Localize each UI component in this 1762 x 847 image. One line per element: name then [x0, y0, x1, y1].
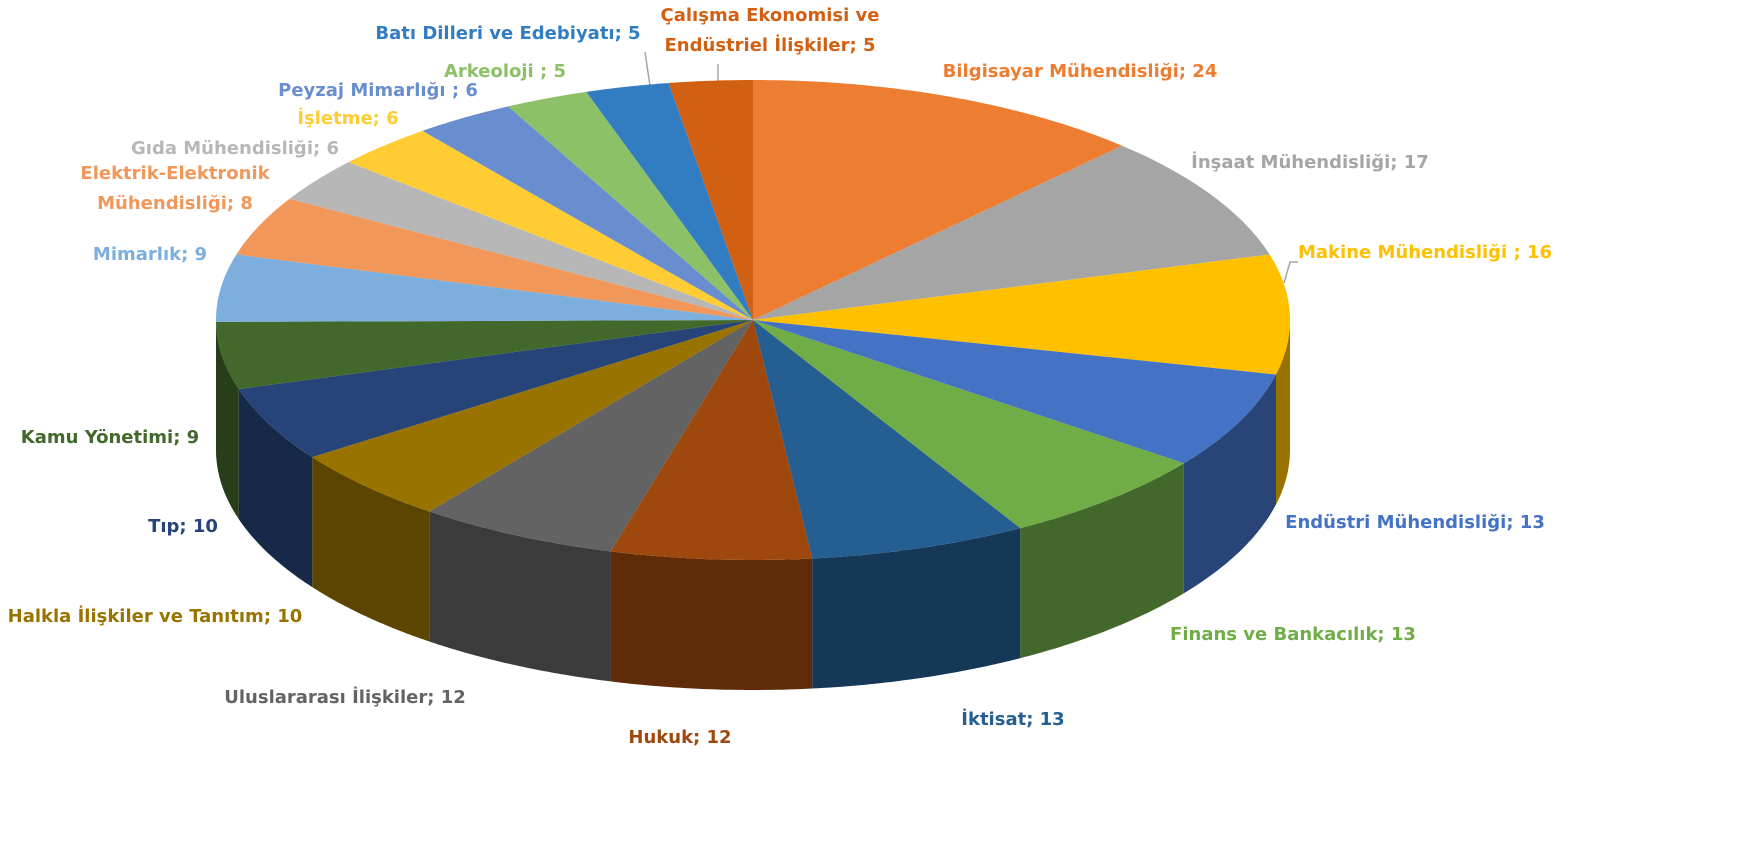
data-label: Uluslararası İlişkiler; 12: [224, 686, 466, 708]
pie-slice: [238, 320, 753, 458]
pie-slice: [508, 91, 753, 321]
slice-side: [216, 321, 239, 520]
data-label: Elektrik-Elektronik Mühendisliği; 8: [80, 163, 270, 214]
slice-side: [429, 511, 611, 682]
slice-side: [610, 551, 813, 690]
pie-slice: [610, 320, 813, 560]
slice-side: [238, 389, 313, 588]
slice-side: [812, 528, 1021, 689]
leader-line: [644, 51, 651, 87]
pie-slice: [216, 320, 753, 390]
data-label: İktisat; 13: [961, 708, 1064, 730]
pie-slice: [753, 145, 1270, 320]
data-label: Gıda Mühendisliği; 6: [131, 138, 339, 159]
slice-side: [1276, 320, 1290, 505]
data-label: İnşaat Mühendisliği; 17: [1191, 151, 1429, 173]
pie-slice: [422, 106, 753, 321]
pie-slice: [312, 320, 753, 512]
data-label: Endüstri Mühendisliği; 13: [1285, 512, 1545, 533]
pie-slice: [236, 198, 753, 320]
pie-sides: [216, 320, 1290, 690]
pie-slice: [753, 80, 1123, 320]
pie-slice: [753, 320, 1021, 559]
data-label: Tıp; 10: [148, 516, 218, 537]
data-label: Bilgisayar Mühendisliği; 24: [943, 61, 1218, 82]
pie-slice: [348, 130, 753, 320]
data-label: Hukuk; 12: [628, 727, 731, 748]
slice-side: [1020, 463, 1184, 659]
pie-slice: [668, 80, 753, 320]
data-label: Halkla İlişkiler ve Tanıtım; 10: [8, 605, 303, 627]
pie-slice: [429, 320, 753, 552]
pie-slice: [586, 83, 753, 320]
slice-side: [1183, 374, 1276, 594]
leader-line: [1283, 261, 1298, 284]
pie-slice: [753, 320, 1184, 529]
data-label: Kamu Yönetimi; 9: [21, 427, 199, 448]
data-label: Batı Dilleri ve Edebiyatı; 5: [375, 23, 640, 44]
data-label: Mimarlık; 9: [93, 244, 207, 265]
pie-slice: [753, 254, 1290, 375]
data-label: Arkeoloji ; 5: [444, 61, 566, 82]
pie-slice: [753, 320, 1276, 464]
data-label: Finans ve Bankacılık; 13: [1170, 624, 1416, 645]
pie-slice: [216, 254, 753, 322]
pie-slice: [289, 162, 753, 320]
data-label: Çalışma Ekonomisi ve Endüstriel İlişkiler…: [661, 5, 880, 56]
data-label: İşletme; 6: [297, 107, 398, 129]
slice-side: [312, 457, 430, 642]
data-label: Peyzaj Mimarlığı ; 6: [278, 80, 478, 101]
data-label: Makine Mühendisliği ; 16: [1298, 242, 1552, 263]
pie-top: [216, 80, 1290, 560]
